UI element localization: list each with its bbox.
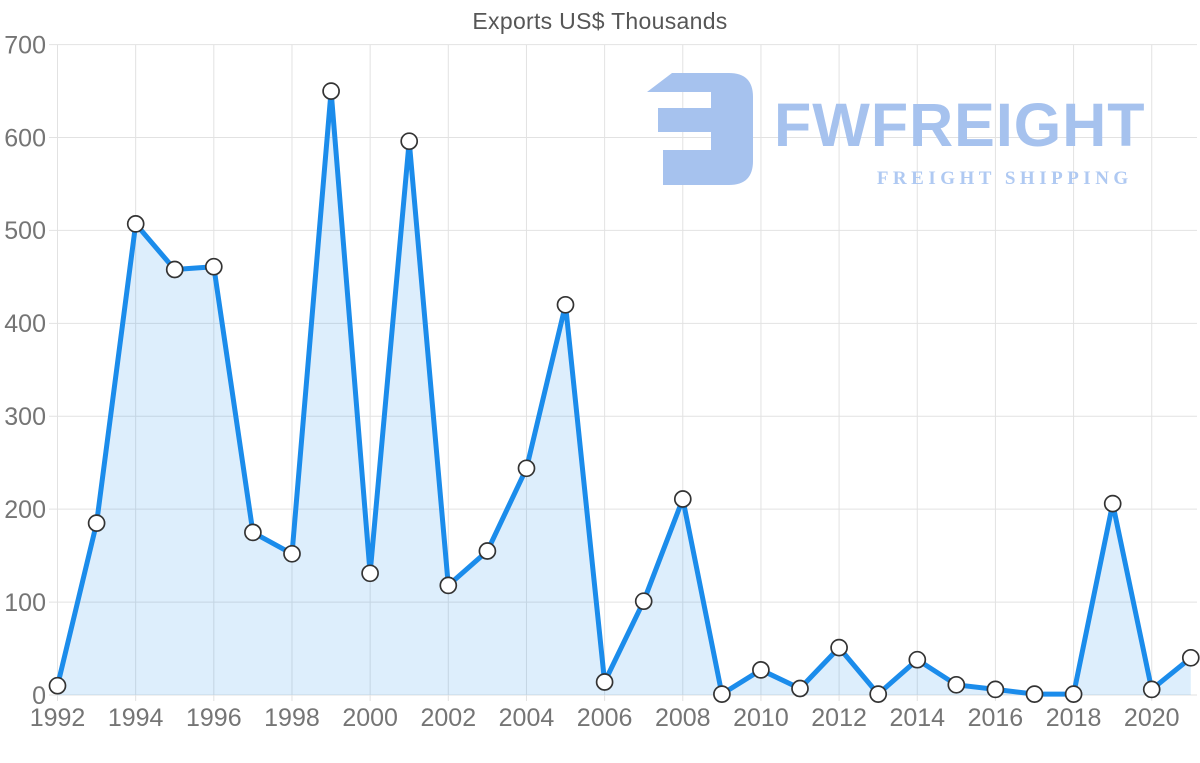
x-tick-label: 2000 bbox=[342, 704, 398, 732]
data-point-marker[interactable] bbox=[830, 638, 848, 657]
data-point-marker[interactable] bbox=[361, 564, 379, 583]
x-tick-label: 2008 bbox=[655, 704, 711, 732]
y-axis-labels: 0 100 200 300 400 500 600 700 bbox=[4, 31, 46, 709]
data-point-marker[interactable] bbox=[947, 675, 966, 694]
y-tick-label: 300 bbox=[4, 403, 46, 431]
data-point-marker[interactable] bbox=[1064, 685, 1083, 703]
y-tick-label: 400 bbox=[4, 310, 46, 338]
area-fill bbox=[57, 91, 1191, 696]
y-tick-label: 700 bbox=[4, 31, 46, 59]
data-point-marker[interactable] bbox=[204, 257, 223, 276]
x-tick-label: 2014 bbox=[889, 704, 945, 732]
data-point-marker[interactable] bbox=[87, 514, 106, 532]
x-tick-label: 2010 bbox=[733, 704, 789, 732]
data-point-marker[interactable] bbox=[1181, 648, 1200, 667]
x-tick-label: 2004 bbox=[499, 704, 555, 732]
data-point-marker[interactable] bbox=[400, 132, 419, 151]
data-point-marker[interactable] bbox=[869, 685, 888, 703]
x-tick-label: 1992 bbox=[30, 704, 86, 732]
x-tick-label: 2002 bbox=[420, 704, 476, 732]
data-point-marker[interactable] bbox=[752, 661, 770, 679]
y-tick-label: 0 bbox=[32, 682, 46, 710]
data-point-marker[interactable] bbox=[1025, 685, 1044, 703]
y-tick-label: 100 bbox=[4, 589, 46, 617]
data-point-marker[interactable] bbox=[986, 680, 1005, 699]
data-points bbox=[48, 82, 1200, 703]
data-point-marker[interactable] bbox=[517, 459, 536, 478]
x-tick-label: 2006 bbox=[577, 704, 633, 732]
data-point-marker[interactable] bbox=[908, 650, 927, 669]
x-axis-labels: 1992 1994 1996 1998 2000 2002 2004 2006 2008 2010… bbox=[30, 704, 1180, 732]
data-point-marker[interactable] bbox=[713, 685, 731, 703]
x-tick-label: 1996 bbox=[186, 704, 242, 732]
chart-title: Exports US$ Thousands bbox=[472, 8, 728, 34]
data-point-marker[interactable] bbox=[165, 260, 184, 279]
data-point-marker[interactable] bbox=[283, 544, 301, 563]
data-point-marker[interactable] bbox=[244, 523, 262, 542]
y-tick-label: 600 bbox=[4, 124, 46, 152]
data-point-marker[interactable] bbox=[322, 82, 340, 100]
x-tick-label: 2016 bbox=[968, 704, 1024, 732]
data-point-marker[interactable] bbox=[1103, 494, 1122, 513]
data-point-marker[interactable] bbox=[595, 673, 614, 691]
data-point-marker[interactable] bbox=[439, 576, 458, 595]
x-tick-label: 2018 bbox=[1046, 704, 1102, 732]
data-point-marker[interactable] bbox=[634, 592, 653, 611]
data-point-marker[interactable] bbox=[556, 295, 575, 314]
data-point-marker[interactable] bbox=[673, 490, 692, 508]
y-tick-label: 500 bbox=[4, 217, 46, 245]
data-point-marker[interactable] bbox=[1142, 680, 1161, 699]
data-point-marker[interactable] bbox=[126, 215, 145, 233]
y-tick-label: 200 bbox=[4, 496, 46, 524]
x-tick-label: 1998 bbox=[264, 704, 320, 732]
x-tick-label: 2020 bbox=[1124, 704, 1180, 732]
data-point-marker[interactable] bbox=[791, 679, 809, 698]
x-tick-label: 2012 bbox=[811, 704, 867, 732]
x-tick-label: 1994 bbox=[108, 704, 164, 732]
data-point-marker[interactable] bbox=[478, 542, 497, 560]
data-point-marker[interactable] bbox=[48, 676, 67, 695]
gridlines bbox=[49, 44, 1197, 701]
